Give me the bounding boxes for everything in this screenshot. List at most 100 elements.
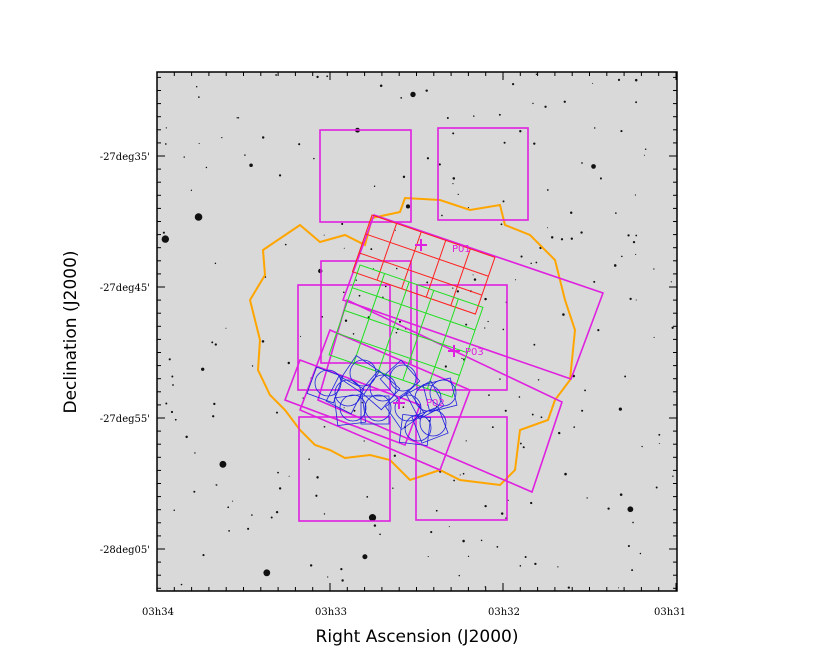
star xyxy=(631,569,634,572)
star xyxy=(426,281,429,284)
star xyxy=(261,340,265,343)
red-grid xyxy=(351,214,496,315)
star xyxy=(198,96,200,98)
star xyxy=(410,91,416,98)
star xyxy=(370,248,373,251)
star xyxy=(530,501,533,505)
frame-ticks xyxy=(156,72,677,591)
star xyxy=(580,231,583,234)
star xyxy=(341,222,344,225)
blue-pointings xyxy=(306,355,458,447)
star xyxy=(507,499,509,501)
star xyxy=(557,566,559,568)
star xyxy=(221,137,223,139)
star xyxy=(599,177,602,180)
star xyxy=(514,279,517,281)
star xyxy=(275,74,278,76)
star xyxy=(452,183,454,185)
star xyxy=(277,471,279,474)
star xyxy=(465,323,468,326)
star xyxy=(524,555,527,558)
star xyxy=(491,426,494,429)
star xyxy=(519,565,522,567)
blue-field xyxy=(360,395,390,425)
star xyxy=(173,509,175,512)
star xyxy=(214,343,217,346)
star xyxy=(484,504,487,508)
star xyxy=(236,117,238,119)
y-tick-label: -27deg45' xyxy=(100,283,150,294)
star xyxy=(198,142,200,145)
region-label: P03 xyxy=(465,347,484,358)
star xyxy=(593,280,596,283)
star xyxy=(624,375,627,378)
star xyxy=(499,378,501,380)
star xyxy=(352,333,355,335)
star xyxy=(398,320,402,323)
star xyxy=(441,214,443,217)
star xyxy=(658,443,660,445)
x-tick-label: 03h33 xyxy=(315,607,347,618)
star xyxy=(620,130,623,133)
x-axis-label: Right Ascension (J2000) xyxy=(316,627,519,647)
star xyxy=(362,554,368,560)
star xyxy=(251,365,254,367)
star xyxy=(323,234,325,236)
star xyxy=(462,539,465,543)
star xyxy=(249,163,253,168)
star xyxy=(618,587,620,589)
star xyxy=(275,510,279,514)
star xyxy=(430,530,433,534)
star xyxy=(591,164,596,169)
star xyxy=(448,526,450,528)
star xyxy=(584,389,586,392)
blue-field xyxy=(389,364,417,392)
star xyxy=(266,574,268,576)
blue-field xyxy=(429,379,457,407)
star xyxy=(368,514,377,522)
star xyxy=(425,89,428,92)
star xyxy=(537,379,540,381)
star xyxy=(558,431,561,435)
star xyxy=(171,375,174,378)
star xyxy=(503,141,506,144)
star xyxy=(426,157,430,160)
star xyxy=(671,326,674,329)
star xyxy=(444,365,447,368)
star xyxy=(164,143,167,145)
star xyxy=(393,454,396,457)
star xyxy=(484,327,486,329)
star xyxy=(618,407,622,411)
star xyxy=(627,545,630,548)
star xyxy=(190,189,193,191)
star xyxy=(511,83,515,86)
star xyxy=(613,264,617,267)
star xyxy=(473,278,477,281)
star xyxy=(461,357,463,360)
star xyxy=(540,416,543,419)
star xyxy=(353,409,356,412)
blue-field xyxy=(384,389,426,431)
star xyxy=(287,361,290,365)
star xyxy=(327,576,329,578)
star xyxy=(161,235,170,243)
star xyxy=(487,320,489,323)
star xyxy=(366,495,369,498)
star xyxy=(653,336,655,338)
star xyxy=(473,115,475,117)
star xyxy=(453,479,455,482)
star xyxy=(632,241,636,244)
blue-field xyxy=(419,409,447,437)
star xyxy=(316,75,319,79)
star xyxy=(212,415,215,418)
star xyxy=(634,78,638,82)
star xyxy=(193,490,196,493)
star xyxy=(570,237,573,240)
star xyxy=(384,285,387,288)
star xyxy=(639,552,642,555)
star xyxy=(534,562,537,566)
star xyxy=(567,586,570,589)
star xyxy=(225,327,227,329)
star xyxy=(502,328,505,331)
